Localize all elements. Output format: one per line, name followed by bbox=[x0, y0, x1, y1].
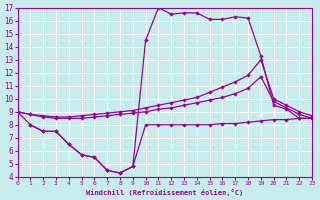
X-axis label: Windchill (Refroidissement éolien,°C): Windchill (Refroidissement éolien,°C) bbox=[86, 189, 244, 196]
